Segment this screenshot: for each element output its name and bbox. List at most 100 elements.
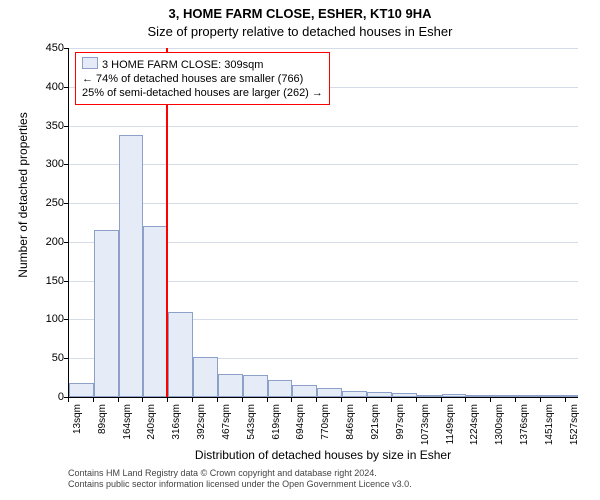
y-tick-mark: [64, 203, 68, 204]
footer-attribution: Contains HM Land Registry data © Crown c…: [68, 468, 578, 490]
y-tick-label: 100: [34, 313, 64, 325]
x-tick-label: 1224sqm: [469, 404, 480, 445]
histogram-bar: [69, 383, 94, 397]
y-tick-mark: [64, 358, 68, 359]
x-tick-mark: [142, 398, 143, 402]
x-tick-mark: [391, 398, 392, 402]
histogram-bar: [243, 375, 268, 397]
x-tick-label: 240sqm: [146, 404, 157, 440]
x-tick-label: 89sqm: [97, 404, 108, 434]
x-tick-mark: [565, 398, 566, 402]
x-tick-mark: [316, 398, 317, 402]
histogram-bar: [218, 374, 243, 397]
annotation-box: 3 HOME FARM CLOSE: 309sqm ← 74% of detac…: [75, 52, 330, 105]
x-tick-label: 13sqm: [72, 404, 83, 434]
chart-container: 3, HOME FARM CLOSE, ESHER, KT10 9HA Size…: [0, 0, 600, 500]
x-tick-mark: [192, 398, 193, 402]
x-tick-label: 1149sqm: [445, 404, 456, 444]
histogram-bar: [143, 226, 168, 397]
x-tick-label: 1300sqm: [494, 404, 505, 445]
x-tick-mark: [366, 398, 367, 402]
x-tick-mark: [515, 398, 516, 402]
x-tick-label: 846sqm: [345, 404, 356, 440]
histogram-bar: [516, 395, 541, 397]
x-tick-label: 921sqm: [370, 404, 381, 440]
histogram-bar: [119, 135, 144, 397]
histogram-bar: [541, 395, 566, 397]
legend-swatch-icon: [82, 57, 98, 69]
grid-line: [69, 203, 578, 204]
y-tick-mark: [64, 164, 68, 165]
y-tick-mark: [64, 242, 68, 243]
histogram-bar: [342, 391, 367, 397]
grid-line: [69, 126, 578, 127]
footer-line-1: Contains HM Land Registry data © Crown c…: [68, 468, 578, 479]
grid-line: [69, 48, 578, 49]
histogram-bar: [442, 394, 467, 397]
y-tick-mark: [64, 48, 68, 49]
x-tick-label: 1073sqm: [420, 404, 431, 445]
x-tick-mark: [267, 398, 268, 402]
x-tick-label: 619sqm: [271, 404, 282, 440]
annotation-line-1: 3 HOME FARM CLOSE: 309sqm: [82, 57, 323, 73]
histogram-bar: [466, 395, 491, 397]
x-tick-mark: [118, 398, 119, 402]
x-tick-label: 997sqm: [395, 404, 406, 440]
footer-line-2: Contains public sector information licen…: [68, 479, 578, 490]
x-tick-mark: [291, 398, 292, 402]
histogram-bar: [491, 395, 516, 397]
histogram-bar: [566, 395, 578, 397]
histogram-bar: [193, 357, 218, 397]
annotation-line-2: ← 74% of detached houses are smaller (76…: [82, 73, 323, 87]
x-tick-mark: [341, 398, 342, 402]
x-tick-mark: [416, 398, 417, 402]
histogram-bar: [367, 392, 392, 397]
x-tick-label: 1527sqm: [569, 404, 580, 445]
x-tick-label: 770sqm: [320, 404, 331, 440]
grid-line: [69, 164, 578, 165]
plot-area: 3 HOME FARM CLOSE: 309sqm ← 74% of detac…: [68, 48, 578, 398]
x-tick-label: 694sqm: [295, 404, 306, 440]
histogram-bar: [268, 380, 293, 397]
y-tick-mark: [64, 281, 68, 282]
x-tick-label: 467sqm: [221, 404, 232, 440]
x-tick-mark: [93, 398, 94, 402]
title-line-1: 3, HOME FARM CLOSE, ESHER, KT10 9HA: [0, 6, 600, 21]
x-axis-label: Distribution of detached houses by size …: [68, 448, 578, 462]
y-tick-label: 0: [34, 391, 64, 403]
x-tick-mark: [167, 398, 168, 402]
y-axis-label: Number of detached properties: [16, 70, 30, 320]
y-tick-mark: [64, 126, 68, 127]
x-tick-label: 164sqm: [122, 404, 133, 440]
y-tick-label: 400: [34, 81, 64, 93]
x-tick-mark: [68, 398, 69, 402]
x-tick-mark: [242, 398, 243, 402]
y-tick-label: 450: [34, 42, 64, 54]
histogram-bar: [292, 385, 317, 397]
x-tick-mark: [465, 398, 466, 402]
x-tick-label: 316sqm: [171, 404, 182, 440]
x-tick-label: 1451sqm: [544, 404, 555, 445]
x-tick-mark: [540, 398, 541, 402]
y-tick-label: 350: [34, 120, 64, 132]
x-tick-label: 392sqm: [196, 404, 207, 440]
x-tick-mark: [217, 398, 218, 402]
y-tick-label: 50: [34, 352, 64, 364]
histogram-bar: [317, 388, 342, 397]
y-tick-label: 300: [34, 158, 64, 170]
x-tick-mark: [490, 398, 491, 402]
histogram-bar: [168, 312, 193, 397]
y-tick-label: 200: [34, 236, 64, 248]
x-tick-mark: [441, 398, 442, 402]
y-tick-label: 150: [34, 275, 64, 287]
annotation-line-3: 25% of semi-detached houses are larger (…: [82, 87, 323, 101]
histogram-bar: [94, 230, 119, 397]
x-tick-label: 1376sqm: [519, 404, 530, 445]
histogram-bar: [417, 395, 442, 397]
histogram-bar: [392, 393, 417, 397]
x-tick-label: 543sqm: [246, 404, 257, 440]
y-tick-label: 250: [34, 197, 64, 209]
title-line-2: Size of property relative to detached ho…: [0, 24, 600, 39]
y-tick-mark: [64, 319, 68, 320]
y-tick-mark: [64, 87, 68, 88]
